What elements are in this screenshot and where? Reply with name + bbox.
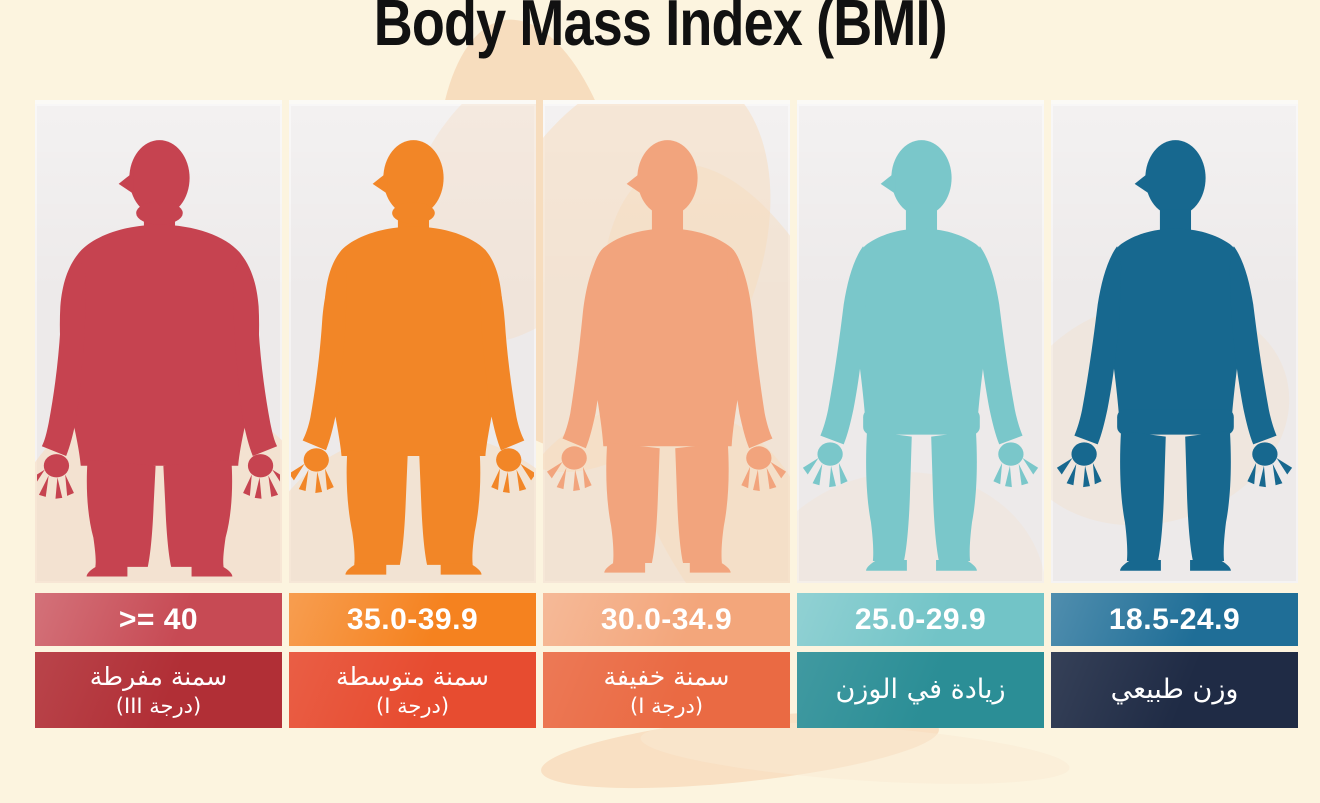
body-shape	[37, 140, 280, 576]
silhouette-panel	[1051, 100, 1298, 583]
range-value: 30.0-34.9	[600, 602, 733, 636]
silhouette-panel	[289, 100, 536, 583]
label-band: سمنة خفيفة (درجة I)	[543, 652, 790, 728]
silhouette-panel	[35, 100, 282, 583]
range-band: 18.5-24.9	[1051, 593, 1298, 646]
body-silhouette-obese-class-iii	[37, 129, 280, 577]
range-value: 25.0-29.9	[854, 602, 987, 636]
body-shape	[547, 140, 786, 573]
column-obese-class-iii: >= 40 سمنة مفرطة (درجة III)	[35, 100, 282, 728]
label-band: سمنة مفرطة (درجة III)	[35, 652, 282, 728]
body-silhouette-normal	[1053, 129, 1296, 577]
label-line-2: (درجة I)	[630, 694, 704, 719]
label-line-1: وزن طبيعي	[1110, 674, 1239, 706]
column-obese-mild: 30.0-34.9 سمنة خفيفة (درجة I)	[543, 100, 790, 728]
body-silhouette-obese-mild	[545, 129, 788, 577]
bmi-columns: >= 40 سمنة مفرطة (درجة III) 35.0-39.9 سم…	[35, 100, 1298, 728]
label-line-2: (درجة I)	[376, 694, 450, 719]
header: Body Mass Index (BMI)	[0, 0, 1320, 60]
silhouette-panel	[797, 100, 1044, 583]
label-line-2: (درجة III)	[115, 694, 202, 719]
range-value: 18.5-24.9	[1108, 602, 1241, 636]
page-title: Body Mass Index (BMI)	[373, 0, 947, 59]
label-line-1: زيادة في الوزن	[835, 674, 1006, 706]
column-obese-medium: 35.0-39.9 سمنة متوسطة (درجة I)	[289, 100, 536, 728]
silhouette-panel	[543, 100, 790, 583]
label-band: زيادة في الوزن	[797, 652, 1044, 728]
column-normal-weight: 18.5-24.9 وزن طبيعي	[1051, 100, 1298, 728]
range-band: 30.0-34.9	[543, 593, 790, 646]
label-band: وزن طبيعي	[1051, 652, 1298, 728]
range-band: 25.0-29.9	[797, 593, 1044, 646]
body-shape	[291, 140, 534, 574]
range-value: 35.0-39.9	[346, 602, 479, 636]
body-shape	[803, 140, 1038, 571]
range-band: 35.0-39.9	[289, 593, 536, 646]
label-band: سمنة متوسطة (درجة I)	[289, 652, 536, 728]
label-line-1: سمنة خفيفة	[603, 661, 730, 691]
range-band: >= 40	[35, 593, 282, 646]
body-silhouette-obese-medium	[291, 129, 534, 577]
column-overweight: 25.0-29.9 زيادة في الوزن	[797, 100, 1044, 728]
range-value: >= 40	[118, 602, 199, 636]
body-shape	[1057, 140, 1292, 571]
label-line-1: سمنة متوسطة	[336, 661, 490, 691]
label-line-1: سمنة مفرطة	[89, 661, 228, 691]
body-silhouette-overweight	[799, 129, 1042, 577]
